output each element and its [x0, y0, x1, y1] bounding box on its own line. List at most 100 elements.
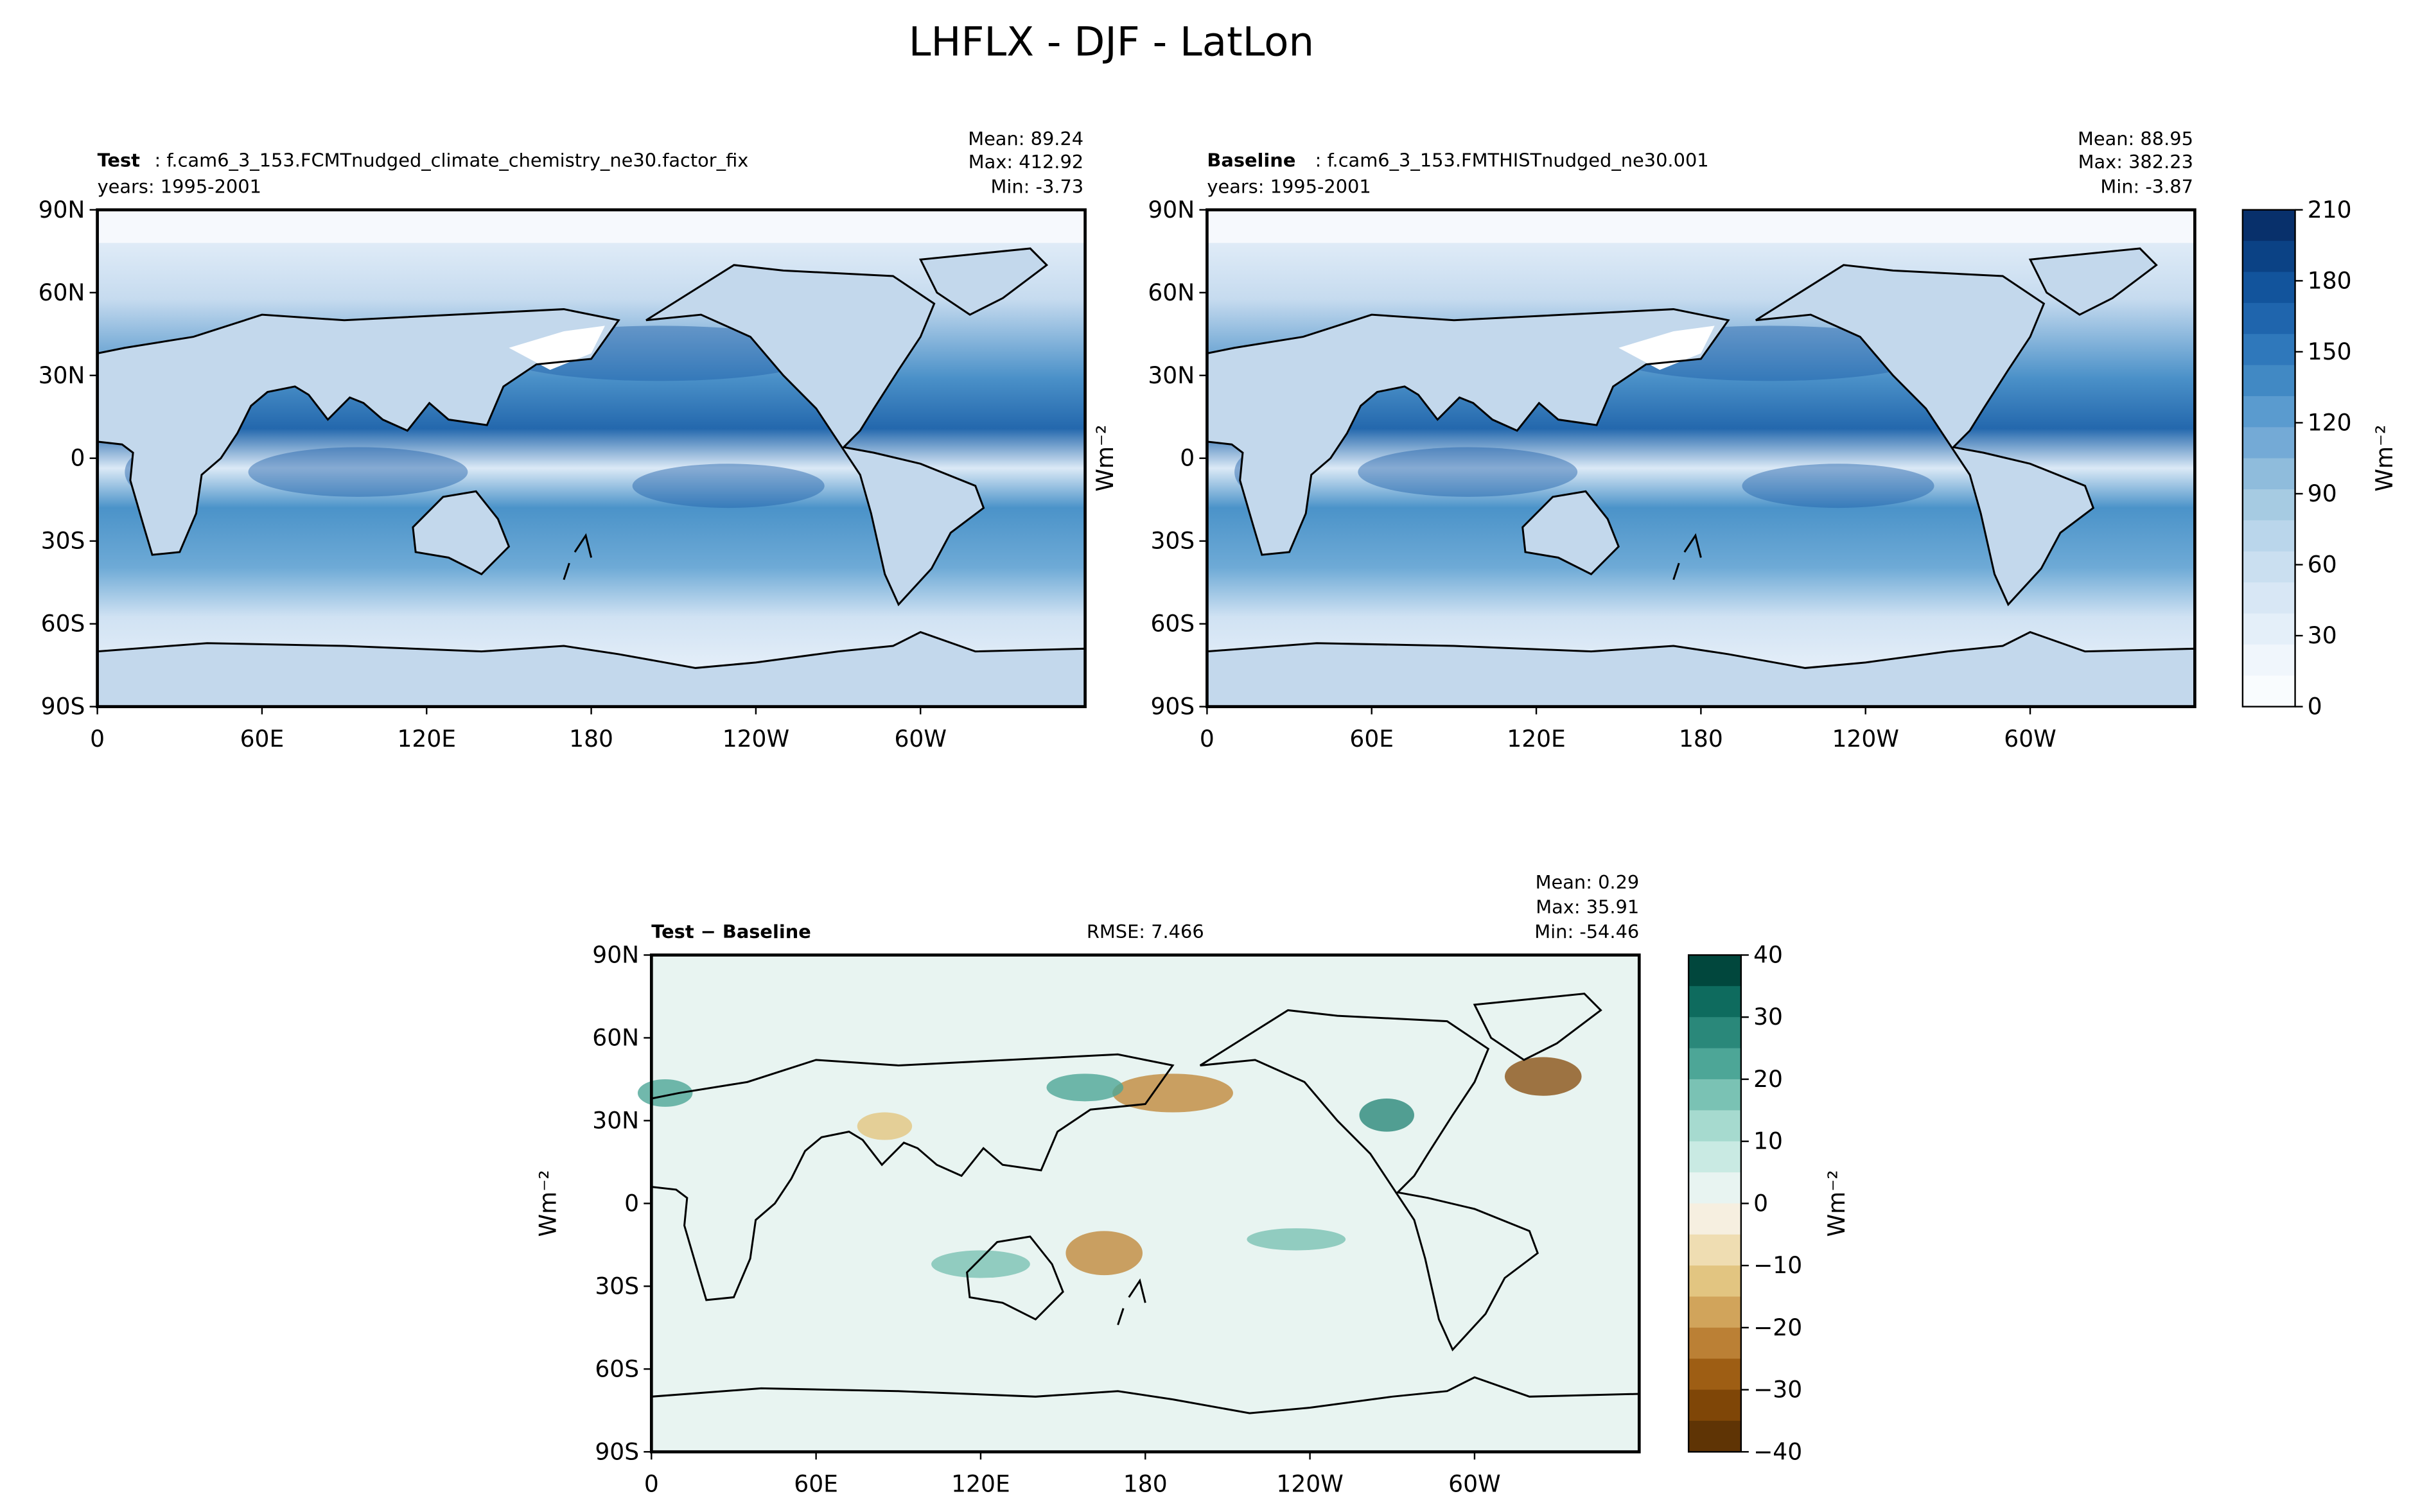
polar-low [1207, 209, 2195, 243]
colorbar-segment [2242, 582, 2295, 614]
coastline [1672, 533, 1702, 580]
lon-tick-label: 120E [397, 726, 456, 752]
main-colorbar: 210 180 150 120 90 60 30 0 [2241, 197, 2352, 720]
colorbar-tick-label: 90 [2308, 481, 2337, 507]
colorbar-segment [1688, 1048, 1741, 1081]
diff-map [637, 953, 1641, 1454]
colorbar-segment [1688, 1141, 1741, 1174]
colorbar-segment [1688, 986, 1741, 1018]
colorbar-segment [2242, 458, 2295, 491]
lon-tick-label: 120E [951, 1472, 1010, 1498]
diff-colorbar-label: Wm⁻² [1824, 1170, 1850, 1237]
colorbar-segment [2242, 272, 2295, 304]
colorbar-segment [2242, 520, 2295, 552]
colorbar-segment [1688, 1017, 1741, 1049]
colorbar-segment [1688, 1327, 1741, 1360]
colorbar-segment [1688, 1110, 1741, 1142]
colorbar-tick-label: −40 [1753, 1439, 1802, 1465]
coastline [650, 1053, 1175, 1301]
diff-lat-axis: 90N 60N 30N 0 30S 60S 90S [592, 943, 652, 1465]
diff-anomaly [1065, 1231, 1143, 1276]
colorbar-segment [2242, 209, 2295, 242]
diff-anomaly [1247, 1228, 1346, 1251]
colorbar-segment [1688, 955, 1741, 987]
lon-tick-label: 60W [2004, 726, 2056, 752]
diff-rmse: RMSE: 7.466 [1087, 921, 1204, 943]
land-field [920, 248, 1047, 315]
colorbar-tick-label: −10 [1753, 1253, 1802, 1279]
coastline [1117, 1278, 1146, 1326]
diff-anomaly [1359, 1099, 1414, 1132]
colorbar-tick-label: 30 [1753, 1004, 1783, 1030]
lon-tick-label: 0 [90, 726, 105, 752]
colorbar-segment [2242, 489, 2295, 521]
lon-tick-label: 120W [1276, 1472, 1343, 1498]
lat-tick-label: 0 [1180, 446, 1195, 472]
colorbar-segment [2242, 241, 2295, 273]
coastline [966, 1235, 1064, 1321]
colorbar-frame [2241, 209, 2296, 708]
kuroshio-low [509, 326, 605, 370]
diff-anomaly [931, 1250, 1030, 1278]
lat-tick-label: 90N [39, 197, 85, 223]
colorbar-tick-label: 20 [1753, 1066, 1783, 1093]
test-lon-axis: 0 60E 120E 180 120W 60W [90, 706, 947, 752]
colorbar-tick-label: 10 [1753, 1129, 1783, 1155]
coastline [1206, 308, 1730, 556]
colorbar-segment [1688, 1389, 1741, 1422]
ocean-field [1207, 209, 2195, 707]
colorbar-segment [2242, 334, 2295, 366]
diff-colorbar: 40 30 20 10 0 −10 −20 −30 −40 [1687, 943, 1802, 1465]
lat-tick-label: 30N [39, 363, 85, 389]
colorbar-tick-label: 180 [2308, 268, 2352, 294]
lat-tick-label: 30S [595, 1273, 639, 1299]
colorbar-tick-label: 150 [2308, 339, 2352, 365]
test-stat-mean: Mean: 89.24 [968, 128, 1083, 150]
coastline [563, 533, 593, 580]
test-map [96, 208, 1087, 708]
colorbar-tick-label: 0 [1753, 1190, 1768, 1217]
lat-tick-label: 60N [592, 1025, 639, 1051]
test-stat-max: Max: 412.92 [969, 151, 1083, 173]
baseline-label-bold: Baseline [1207, 150, 1295, 171]
colorbar-segment [1688, 1420, 1741, 1453]
diff-anomaly [857, 1112, 913, 1140]
polar-low [97, 209, 1085, 243]
diff-panel: Test − Baseline RMSE: 7.466 Mean: 0.29 M… [535, 871, 1641, 1498]
lon-tick-label: 60W [1448, 1472, 1500, 1498]
lat-tick-label: 60S [595, 1356, 639, 1382]
lat-tick-label: 60S [41, 611, 85, 638]
lat-tick-label: 90S [1150, 694, 1195, 720]
lon-tick-label: 120W [1832, 726, 1899, 752]
land-field [646, 265, 984, 605]
baseline-stat-min: Min: -3.87 [2100, 175, 2193, 197]
land-field [412, 491, 509, 575]
diff-stat-mean: Mean: 0.29 [1536, 871, 1640, 893]
lat-tick-label: 90N [592, 943, 639, 969]
coastline [1473, 993, 1602, 1061]
colorbar-segment [1688, 1203, 1741, 1235]
lat-tick-label: 60S [1150, 611, 1195, 638]
baseline-panel: Baseline : f.cam6_3_153.FMTHISTnudged_ne… [1092, 128, 2196, 752]
diff-field [651, 955, 1640, 1452]
coastline [1521, 490, 1620, 576]
colorbar-segment [1688, 1359, 1741, 1391]
lon-tick-label: 0 [644, 1472, 659, 1498]
flux-maximum [632, 464, 825, 508]
colorbar-tick-label: 0 [2308, 694, 2322, 720]
lon-tick-label: 180 [1679, 726, 1723, 752]
diff-stat-min: Min: -54.46 [1534, 921, 1639, 943]
lon-tick-label: 120W [723, 726, 789, 752]
figure-title: LHFLX - DJF - LatLon [909, 19, 1314, 65]
test-label-bold: Test [98, 150, 141, 171]
colorbar-tick-label: 30 [2308, 623, 2337, 649]
lat-tick-label: 30N [1148, 363, 1195, 389]
kuroshio-low [1618, 326, 1715, 370]
colorbar-segment [2242, 395, 2295, 428]
lat-tick-label: 90S [41, 694, 85, 720]
diff-label: Test − Baseline [651, 921, 811, 943]
colorbar-segment [1688, 1296, 1741, 1329]
lon-tick-label: 180 [569, 726, 613, 752]
baseline-stat-max: Max: 382.23 [2078, 151, 2193, 173]
